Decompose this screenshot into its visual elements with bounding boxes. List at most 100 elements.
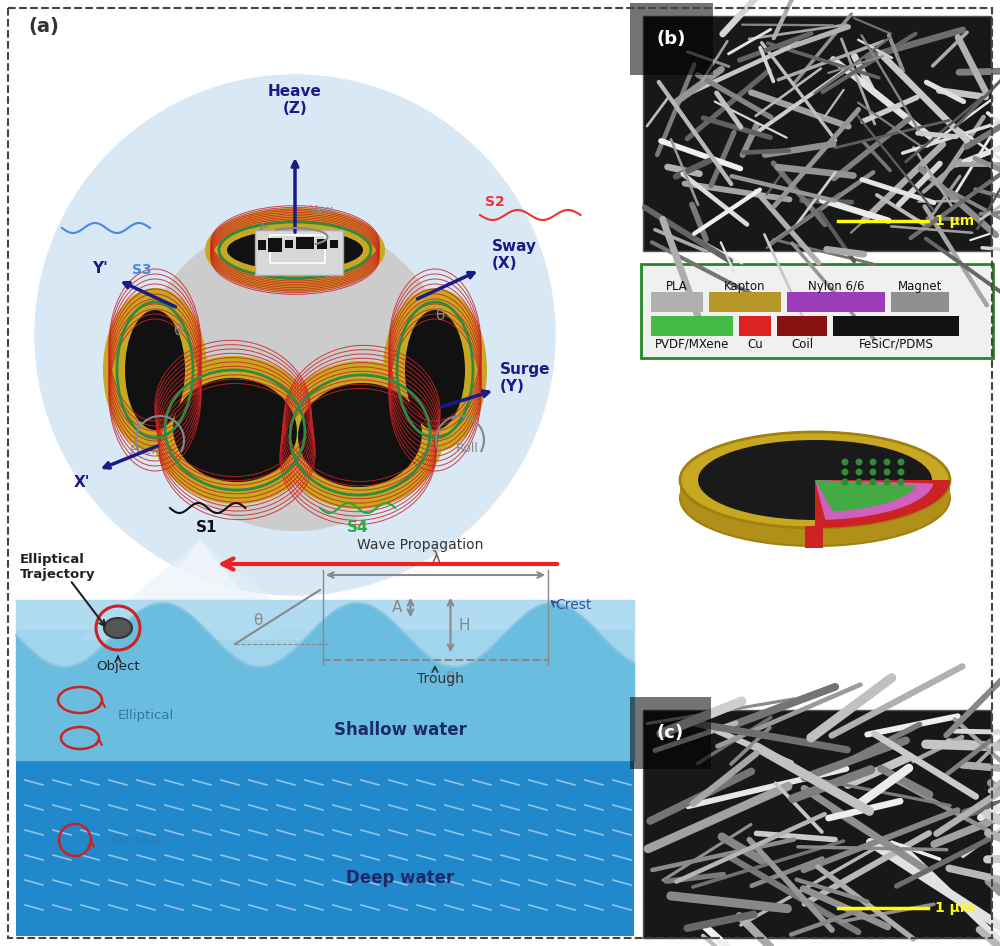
Bar xyxy=(739,316,771,336)
Bar xyxy=(16,760,634,936)
FancyBboxPatch shape xyxy=(641,264,993,358)
Text: S3: S3 xyxy=(132,263,152,277)
Circle shape xyxy=(884,479,891,485)
Text: Shallow water: Shallow water xyxy=(334,721,466,739)
Circle shape xyxy=(842,479,848,485)
Text: Circular: Circular xyxy=(110,833,162,847)
Circle shape xyxy=(870,459,876,465)
Bar xyxy=(643,16,991,251)
Ellipse shape xyxy=(383,288,487,452)
Text: (b): (b) xyxy=(657,30,686,48)
Text: θ: θ xyxy=(435,307,445,323)
Circle shape xyxy=(898,479,904,485)
Ellipse shape xyxy=(125,310,185,430)
Bar xyxy=(643,710,991,938)
Text: Sway
(X): Sway (X) xyxy=(492,238,537,272)
Bar xyxy=(285,240,293,248)
Text: Magnet: Magnet xyxy=(898,279,942,292)
Ellipse shape xyxy=(104,618,132,638)
Text: Cu: Cu xyxy=(747,338,763,351)
Bar xyxy=(651,316,733,336)
Circle shape xyxy=(856,468,862,476)
Circle shape xyxy=(35,75,555,595)
Text: Object: Object xyxy=(96,660,140,673)
Ellipse shape xyxy=(173,377,297,482)
Polygon shape xyxy=(80,540,320,640)
Text: Elliptical
Trajectory: Elliptical Trajectory xyxy=(20,553,96,581)
Text: Kapton: Kapton xyxy=(724,279,766,292)
Ellipse shape xyxy=(405,310,465,430)
Text: 1 μm: 1 μm xyxy=(935,214,974,228)
Ellipse shape xyxy=(205,208,385,292)
Circle shape xyxy=(856,459,862,465)
Bar xyxy=(805,526,823,548)
Bar xyxy=(255,230,343,275)
Bar xyxy=(891,292,949,312)
Ellipse shape xyxy=(103,288,207,452)
Text: Elliptical: Elliptical xyxy=(118,709,174,722)
Text: Roll: Roll xyxy=(456,442,478,454)
Bar xyxy=(268,238,282,252)
Text: Nylon 6/6: Nylon 6/6 xyxy=(808,279,864,292)
Ellipse shape xyxy=(276,361,444,509)
Text: Wave Propagation: Wave Propagation xyxy=(357,538,483,552)
Bar xyxy=(330,240,338,248)
Text: H: H xyxy=(458,618,470,633)
Text: Surge
(Y): Surge (Y) xyxy=(500,361,550,394)
Circle shape xyxy=(856,479,862,485)
Ellipse shape xyxy=(680,432,950,528)
Polygon shape xyxy=(680,480,950,498)
Text: PVDF/MXene: PVDF/MXene xyxy=(655,338,729,351)
Ellipse shape xyxy=(298,383,422,487)
Bar xyxy=(651,292,703,312)
Polygon shape xyxy=(815,480,950,528)
Polygon shape xyxy=(815,480,934,520)
Text: PLA: PLA xyxy=(666,279,688,292)
Bar xyxy=(709,292,781,312)
Bar xyxy=(258,240,266,250)
Text: θ: θ xyxy=(173,323,183,338)
Bar xyxy=(787,292,885,312)
Text: Trough: Trough xyxy=(417,672,463,686)
Text: θ: θ xyxy=(253,612,263,627)
Text: X': X' xyxy=(74,475,90,489)
Polygon shape xyxy=(120,540,280,640)
Bar xyxy=(777,316,827,336)
Text: (c): (c) xyxy=(657,724,684,742)
Ellipse shape xyxy=(227,230,363,270)
Bar xyxy=(833,316,959,336)
Circle shape xyxy=(842,468,848,476)
Text: Deep water: Deep water xyxy=(346,869,454,887)
Text: FeSiCr/PDMS: FeSiCr/PDMS xyxy=(859,338,933,351)
Text: (a): (a) xyxy=(28,17,59,36)
Text: 1 μm: 1 μm xyxy=(935,901,974,915)
Circle shape xyxy=(884,468,891,476)
Circle shape xyxy=(898,468,904,476)
Text: Crest: Crest xyxy=(555,598,591,612)
Text: S1: S1 xyxy=(196,519,218,534)
Text: Y': Y' xyxy=(92,260,108,275)
Bar xyxy=(16,630,634,760)
Circle shape xyxy=(842,459,848,465)
Ellipse shape xyxy=(680,450,950,546)
Text: A: A xyxy=(392,600,402,615)
Text: S4: S4 xyxy=(347,519,369,534)
Text: S2: S2 xyxy=(485,195,505,209)
Text: θ: θ xyxy=(446,671,455,686)
Text: Coil: Coil xyxy=(791,338,813,351)
Bar xyxy=(317,239,327,249)
Text: Heave
(Z): Heave (Z) xyxy=(268,84,322,116)
Text: λ: λ xyxy=(430,550,441,568)
Circle shape xyxy=(870,468,876,476)
Circle shape xyxy=(884,459,891,465)
Polygon shape xyxy=(815,480,916,512)
Text: Pitch: Pitch xyxy=(130,444,160,457)
Circle shape xyxy=(140,220,450,530)
Circle shape xyxy=(898,459,904,465)
Bar xyxy=(296,237,314,249)
Text: Yaw: Yaw xyxy=(310,203,334,217)
Ellipse shape xyxy=(698,440,932,520)
Bar xyxy=(270,235,325,263)
Ellipse shape xyxy=(151,356,319,504)
Circle shape xyxy=(870,479,876,485)
